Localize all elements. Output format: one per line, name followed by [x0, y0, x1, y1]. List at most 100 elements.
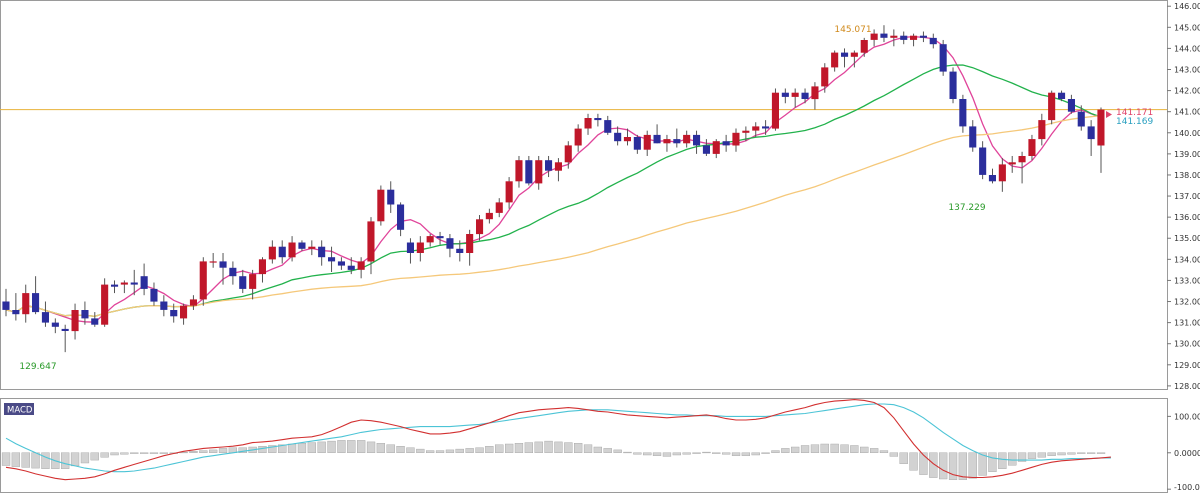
macd-histogram-bar — [337, 440, 346, 453]
macd-histogram-bar — [731, 452, 741, 456]
macd-histogram-bar — [712, 452, 721, 454]
candle — [328, 246, 336, 272]
candle — [1058, 90, 1066, 102]
candle — [318, 240, 326, 266]
candle — [51, 318, 59, 334]
candle-body — [426, 236, 434, 243]
macd-histogram-bar — [130, 452, 139, 454]
candle — [801, 88, 809, 104]
candle — [673, 128, 681, 148]
candle-body — [337, 261, 345, 266]
candle-body — [791, 92, 799, 97]
macd-lines — [5, 399, 1111, 481]
candle — [229, 261, 237, 285]
macd-tick-label: -100.0000 — [1174, 483, 1200, 492]
candle — [2, 288, 10, 317]
candle — [762, 120, 770, 135]
price-tick-label: 132.000 — [1174, 298, 1200, 307]
candle — [476, 215, 484, 241]
candle — [1087, 120, 1095, 156]
candle-body — [397, 204, 405, 230]
candle-body — [693, 134, 701, 146]
candle-body — [1058, 92, 1066, 99]
candle-body — [268, 246, 276, 260]
candle-body — [673, 139, 681, 144]
macd-histogram-bar — [692, 452, 701, 454]
candle — [12, 293, 20, 321]
candle-body — [140, 276, 148, 289]
candle — [101, 278, 109, 327]
macd-histogram-bar — [435, 450, 445, 454]
high-label: 145.071 — [834, 25, 871, 35]
macd-histogram-bar — [258, 446, 267, 454]
candle-body — [801, 92, 809, 99]
candle-body — [653, 134, 661, 144]
candle — [564, 141, 572, 169]
candle-body — [150, 288, 158, 302]
candle-body — [160, 301, 168, 310]
candle — [929, 33, 937, 49]
candle-body — [436, 236, 444, 239]
candle — [268, 240, 276, 264]
candle — [939, 39, 947, 76]
macd-histogram-bar — [820, 443, 829, 453]
candle — [406, 238, 414, 264]
macd-histogram-bar — [1027, 452, 1037, 459]
candle-body — [81, 310, 89, 319]
candle-body — [919, 35, 927, 38]
candle — [347, 257, 355, 275]
macd-histogram-bar — [61, 452, 70, 469]
macd-histogram-bar — [11, 452, 20, 467]
macd-histogram-bar — [218, 448, 228, 453]
candle-body — [239, 276, 247, 289]
candle-body — [811, 86, 819, 100]
macd-histogram-bar — [297, 443, 307, 453]
macd-histogram-bar — [682, 452, 691, 455]
candle — [554, 158, 562, 182]
price-tick-label: 136.000 — [1174, 213, 1200, 222]
candle — [732, 128, 740, 152]
candle-body — [51, 322, 59, 327]
macd-histogram-bar — [603, 448, 612, 453]
candle — [752, 122, 760, 137]
macd-histogram-bar — [189, 451, 198, 453]
macd-histogram-bar — [702, 451, 711, 454]
candle — [446, 234, 454, 258]
macd-histogram-bar — [968, 452, 977, 479]
macd-histogram-bar — [347, 440, 356, 453]
macd-histogram-bar — [386, 444, 395, 453]
candle-body — [525, 160, 533, 184]
candle-body — [841, 52, 849, 57]
candle-body — [278, 246, 286, 258]
candle-body — [545, 160, 553, 171]
candle — [416, 236, 424, 262]
candle — [456, 240, 464, 262]
candle — [258, 257, 266, 283]
candle-body — [219, 261, 227, 268]
candle-body — [288, 242, 296, 258]
candle — [32, 276, 40, 315]
candle — [466, 229, 474, 266]
macd-histogram-bar — [139, 452, 149, 454]
macd-histogram-bar — [919, 452, 928, 475]
candle-body — [633, 137, 641, 150]
macd-histogram-bar — [613, 449, 622, 453]
macd-histogram-bar — [376, 443, 385, 453]
candle — [41, 301, 49, 327]
price-tick-label: 144.000 — [1174, 44, 1200, 53]
candle — [988, 168, 996, 184]
candle — [545, 155, 553, 178]
candlesticks — [2, 25, 1105, 353]
candle-body — [574, 128, 582, 146]
candle — [367, 217, 375, 275]
candle-body — [328, 257, 336, 262]
macd-histogram-bar — [899, 452, 908, 464]
candle-body — [32, 293, 40, 313]
candle-body — [111, 284, 119, 287]
ma-slow-line — [5, 114, 1102, 317]
candle-body — [594, 118, 602, 121]
candle-body — [949, 71, 957, 99]
candle-body — [515, 160, 523, 182]
candle — [1038, 113, 1046, 146]
